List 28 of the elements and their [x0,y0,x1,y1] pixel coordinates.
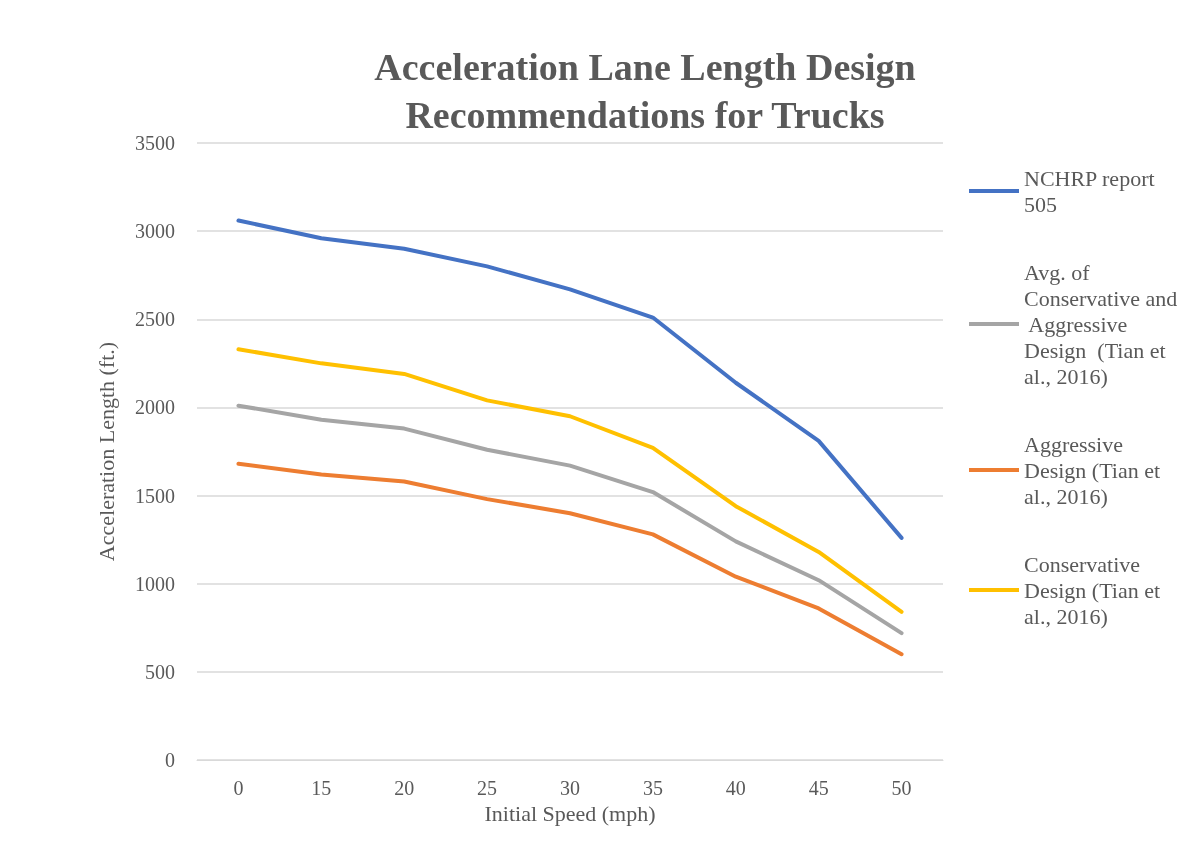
y-tick-label: 3500 [135,132,175,154]
legend-label: Avg. of Conservative and Aggressive Design (Tian et al., 2016) [1024,259,1178,389]
x-tick-label: 35 [642,777,663,799]
line-series [236,218,904,540]
y-tick-label: 2500 [135,308,175,331]
x-tick-label: 30 [560,777,580,799]
x-tick-label: 20 [394,777,415,799]
x-tick-label: 50 [891,777,912,799]
y-tick-label: 500 [145,660,175,683]
chart-title: Acceleration Lane Length Design Recommendations for Trucks [374,46,916,136]
x-tick-label: 45 [808,777,829,799]
x-tick-label: 15 [311,777,332,799]
legend-label: Conservative Design (Tian et al., 2016) [1024,551,1166,629]
line-series [236,461,904,657]
legend-label: NCHRP report 505 [1024,165,1161,217]
x-tick-label: 25 [477,777,498,799]
x-tick-label: 0 [233,777,244,799]
x-axis-title: Initial Speed (mph) [484,801,656,827]
y-tick-label: 3000 [135,220,175,243]
y-tick-label: 1500 [135,484,175,507]
legend-label: Aggressive Design (Tian et al., 2016) [1024,431,1166,509]
y-tick-label: 1000 [135,572,175,595]
y-axis-title: Acceleration Length (ft.) [93,341,119,562]
line-series [236,403,904,636]
line-series [236,347,904,614]
y-tick-label: 2000 [135,396,175,419]
y-tick-label: 0 [165,749,175,771]
x-tick-label: 40 [725,777,746,799]
